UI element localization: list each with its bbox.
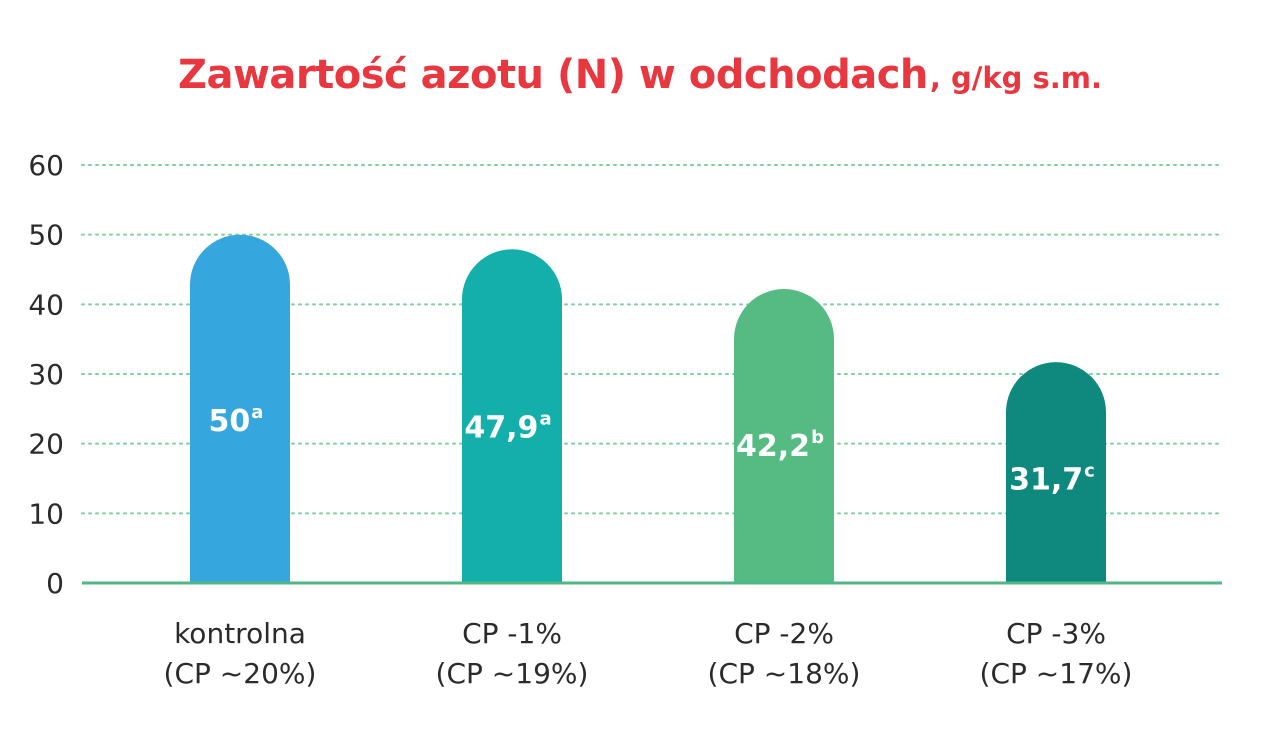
bar-value-superscript: b xyxy=(811,427,824,448)
bar xyxy=(1006,362,1106,583)
chart-title-unit: , g/kg s.m. xyxy=(929,61,1103,95)
chart-title-main: Zawartość azotu (N) w odchodach xyxy=(177,52,928,98)
chart-title: Zawartość azotu (N) w odchodach, g/kg s.… xyxy=(0,52,1280,98)
bar-value-superscript: c xyxy=(1084,460,1095,481)
x-category-label: CP -2% xyxy=(734,617,834,650)
y-tick-label: 50 xyxy=(28,219,64,252)
bar xyxy=(734,289,834,583)
bar xyxy=(462,249,562,583)
bar-value-superscript: a xyxy=(251,402,263,423)
bar-value-number: 42,2 xyxy=(736,429,810,464)
x-category-label: CP -1% xyxy=(462,617,562,650)
x-category-sublabel: (CP ~20%) xyxy=(164,657,317,690)
y-tick-label: 20 xyxy=(28,428,64,461)
bar-value-label: 31,7c xyxy=(1009,460,1095,497)
x-category-label: kontrolna xyxy=(174,617,306,650)
bar-value-number: 31,7 xyxy=(1009,462,1083,497)
x-category-sublabel: (CP ~18%) xyxy=(708,657,861,690)
y-tick-label: 60 xyxy=(28,149,64,182)
y-tick-label: 30 xyxy=(28,358,64,391)
bar-value-label: 47,9a xyxy=(464,408,551,445)
bar xyxy=(190,234,290,583)
bar-value-label: 42,2b xyxy=(736,427,824,464)
x-category-label: CP -3% xyxy=(1006,617,1106,650)
y-tick-label: 10 xyxy=(28,497,64,530)
bar-value-number: 50 xyxy=(209,404,251,439)
y-tick-label: 0 xyxy=(46,567,64,600)
x-category-sublabel: (CP ~17%) xyxy=(980,657,1133,690)
y-tick-label: 40 xyxy=(28,288,64,321)
bar-value-label: 50a xyxy=(209,402,264,439)
x-category-sublabel: (CP ~19%) xyxy=(436,657,589,690)
bar-value-superscript: a xyxy=(539,408,551,429)
bar-value-number: 47,9 xyxy=(464,410,538,445)
